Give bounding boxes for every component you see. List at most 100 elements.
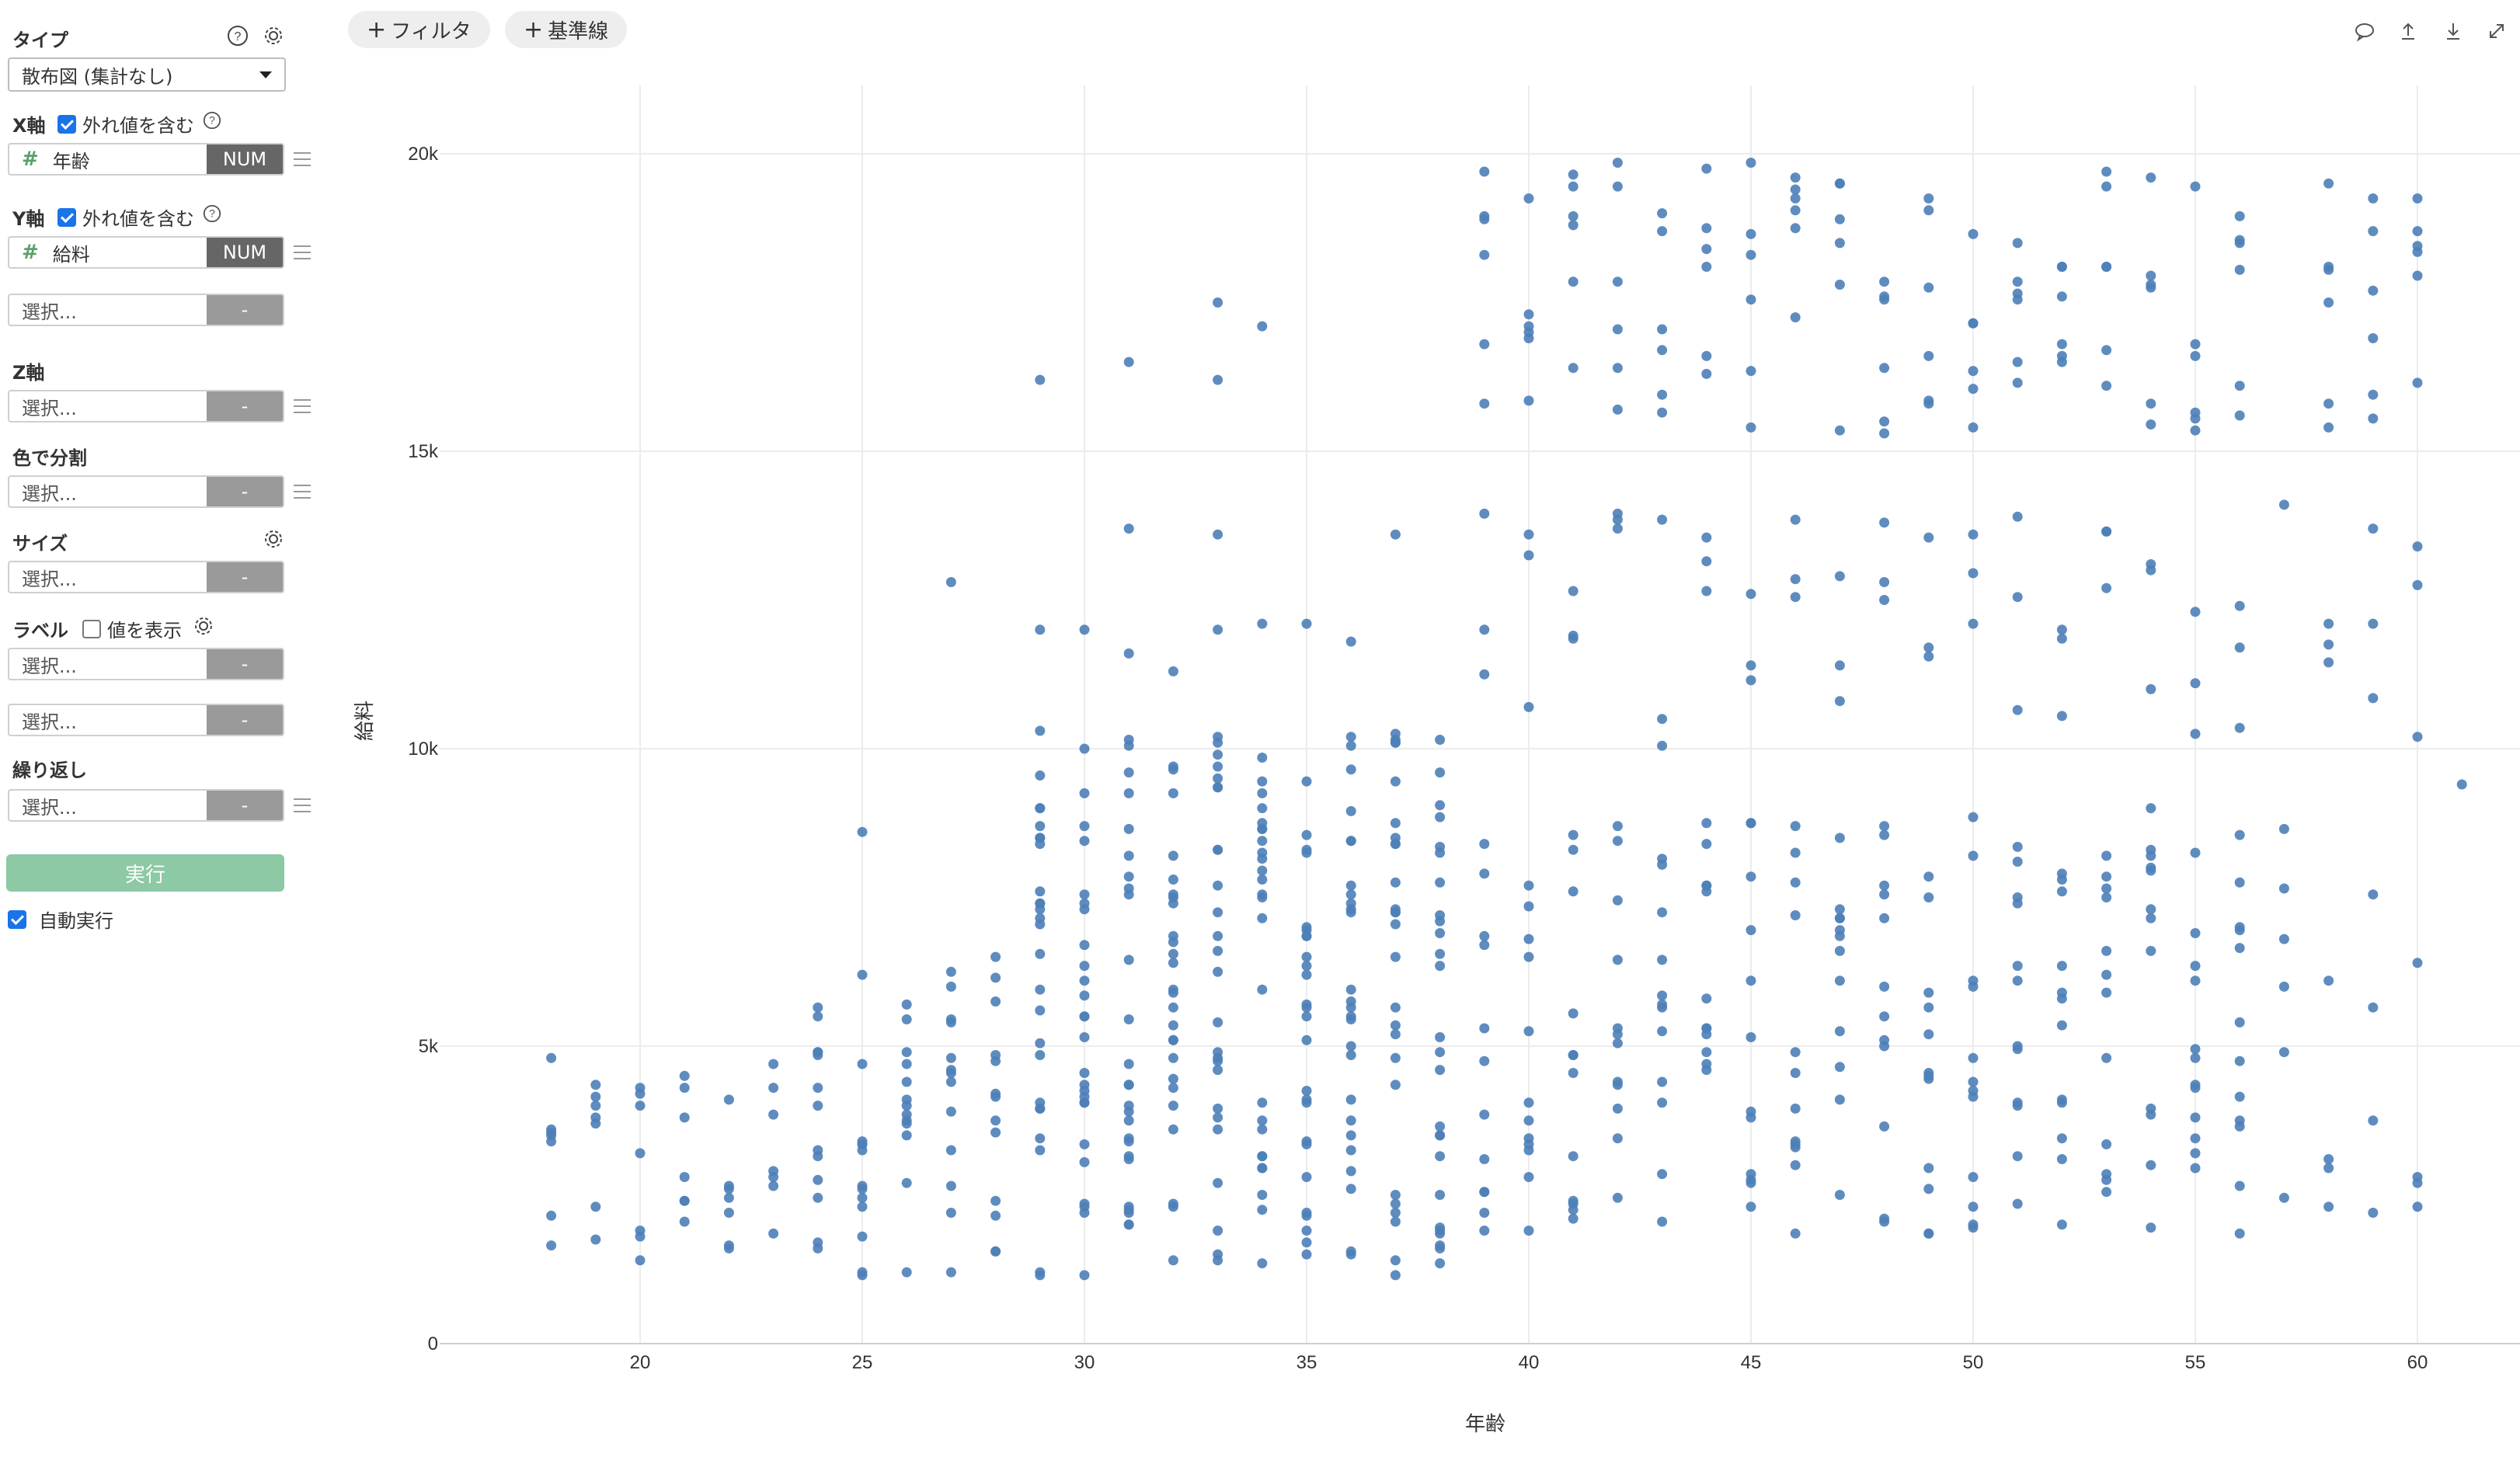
data-point[interactable]	[1879, 595, 1890, 605]
data-point[interactable]	[1834, 178, 1845, 189]
data-point[interactable]	[2278, 883, 2289, 894]
data-point[interactable]	[1035, 948, 1046, 959]
data-point[interactable]	[1879, 276, 1890, 287]
data-point[interactable]	[2056, 624, 2067, 635]
y-axis-type-tag[interactable]: NUM	[207, 238, 283, 267]
data-point[interactable]	[2412, 579, 2423, 590]
data-point[interactable]	[2234, 1055, 2245, 1066]
data-point[interactable]	[1746, 228, 1756, 239]
auto-run-checkbox[interactable]	[8, 909, 26, 929]
data-point[interactable]	[901, 1014, 912, 1024]
data-point[interactable]	[2190, 1080, 2201, 1090]
data-point[interactable]	[546, 1210, 557, 1221]
data-point[interactable]	[1168, 958, 1178, 968]
data-point[interactable]	[1301, 1011, 1312, 1022]
data-point[interactable]	[1123, 889, 1134, 900]
x-outliers-checkbox[interactable]	[57, 114, 76, 134]
gear-icon[interactable]	[193, 615, 214, 637]
data-point[interactable]	[1923, 642, 1934, 653]
data-point[interactable]	[1923, 1228, 1934, 1239]
data-point[interactable]	[1568, 829, 1578, 840]
data-point[interactable]	[1968, 1091, 1979, 1102]
data-point[interactable]	[1968, 1076, 1979, 1087]
data-point[interactable]	[901, 999, 912, 1010]
data-point[interactable]	[2234, 381, 2245, 391]
add-baseline-button[interactable]: + 基準線	[505, 11, 628, 48]
data-point[interactable]	[2278, 1192, 2289, 1203]
data-point[interactable]	[1834, 833, 1845, 843]
data-point[interactable]	[2456, 779, 2467, 790]
data-point[interactable]	[2012, 511, 2023, 522]
data-point[interactable]	[1879, 829, 1890, 840]
data-point[interactable]	[1345, 984, 1356, 995]
data-point[interactable]	[2190, 1163, 2201, 1174]
data-point[interactable]	[1746, 675, 1756, 686]
data-point[interactable]	[2101, 1139, 2112, 1149]
data-point[interactable]	[1968, 981, 1979, 992]
data-point[interactable]	[945, 1065, 956, 1076]
data-point[interactable]	[2323, 178, 2334, 189]
data-point[interactable]	[1479, 1023, 1490, 1034]
data-point[interactable]	[1079, 898, 1090, 909]
data-point[interactable]	[1968, 850, 1979, 861]
data-point[interactable]	[1079, 1208, 1090, 1218]
data-point[interactable]	[590, 1080, 601, 1090]
data-point[interactable]	[1168, 1124, 1178, 1135]
data-point[interactable]	[1746, 1112, 1756, 1123]
data-point[interactable]	[2146, 803, 2156, 814]
data-point[interactable]	[1968, 318, 1979, 329]
data-point[interactable]	[2234, 1228, 2245, 1239]
data-point[interactable]	[1701, 586, 1712, 596]
data-point[interactable]	[1123, 1205, 1134, 1215]
data-point[interactable]	[679, 1216, 690, 1227]
data-point[interactable]	[1257, 1190, 1268, 1200]
data-point[interactable]	[2101, 345, 2112, 356]
data-point[interactable]	[1390, 1080, 1401, 1090]
data-point[interactable]	[2146, 945, 2156, 956]
data-point[interactable]	[901, 1130, 912, 1141]
data-point[interactable]	[2278, 823, 2289, 834]
data-point[interactable]	[1701, 368, 1712, 379]
data-point[interactable]	[1079, 788, 1090, 798]
data-point[interactable]	[1435, 1047, 1446, 1058]
data-point[interactable]	[1079, 1156, 1090, 1167]
data-point[interactable]	[2368, 1115, 2379, 1126]
data-point[interactable]	[1213, 907, 1223, 918]
data-point[interactable]	[2012, 1044, 2023, 1055]
x-outliers-toggle[interactable]: 外れ値を含む	[57, 110, 194, 137]
data-point[interactable]	[1968, 812, 1979, 822]
help-icon[interactable]: ?	[202, 203, 222, 224]
gear-icon[interactable]	[263, 25, 284, 47]
data-point[interactable]	[2101, 850, 2112, 861]
data-point[interactable]	[2234, 600, 2245, 611]
data-point[interactable]	[2323, 975, 2334, 986]
run-button[interactable]: 実行	[6, 854, 284, 892]
data-point[interactable]	[1168, 948, 1178, 959]
data-point[interactable]	[2234, 1091, 2245, 1102]
data-point[interactable]	[1213, 1047, 1223, 1058]
data-point[interactable]	[1568, 844, 1578, 855]
data-point[interactable]	[1123, 955, 1134, 965]
data-point[interactable]	[2368, 1208, 2379, 1218]
data-point[interactable]	[679, 1172, 690, 1182]
data-point[interactable]	[1479, 1187, 1490, 1198]
data-point[interactable]	[1079, 889, 1090, 900]
data-point[interactable]	[1923, 350, 1934, 361]
data-point[interactable]	[2234, 410, 2245, 421]
data-point[interactable]	[1746, 1032, 1756, 1042]
data-point[interactable]	[2190, 928, 2201, 938]
data-point[interactable]	[1213, 966, 1223, 977]
data-point[interactable]	[2323, 639, 2334, 650]
data-point[interactable]	[2412, 1172, 2423, 1182]
data-point[interactable]	[1079, 1011, 1090, 1022]
data-point[interactable]	[1345, 764, 1356, 775]
repeat-field[interactable]: 選択... -	[8, 789, 284, 822]
data-point[interactable]	[1123, 871, 1134, 882]
data-point[interactable]	[1879, 577, 1890, 587]
data-point[interactable]	[1834, 238, 1845, 249]
data-point[interactable]	[768, 1181, 779, 1191]
data-point[interactable]	[1168, 1201, 1178, 1212]
data-point[interactable]	[1123, 767, 1134, 778]
data-point[interactable]	[2190, 607, 2201, 617]
